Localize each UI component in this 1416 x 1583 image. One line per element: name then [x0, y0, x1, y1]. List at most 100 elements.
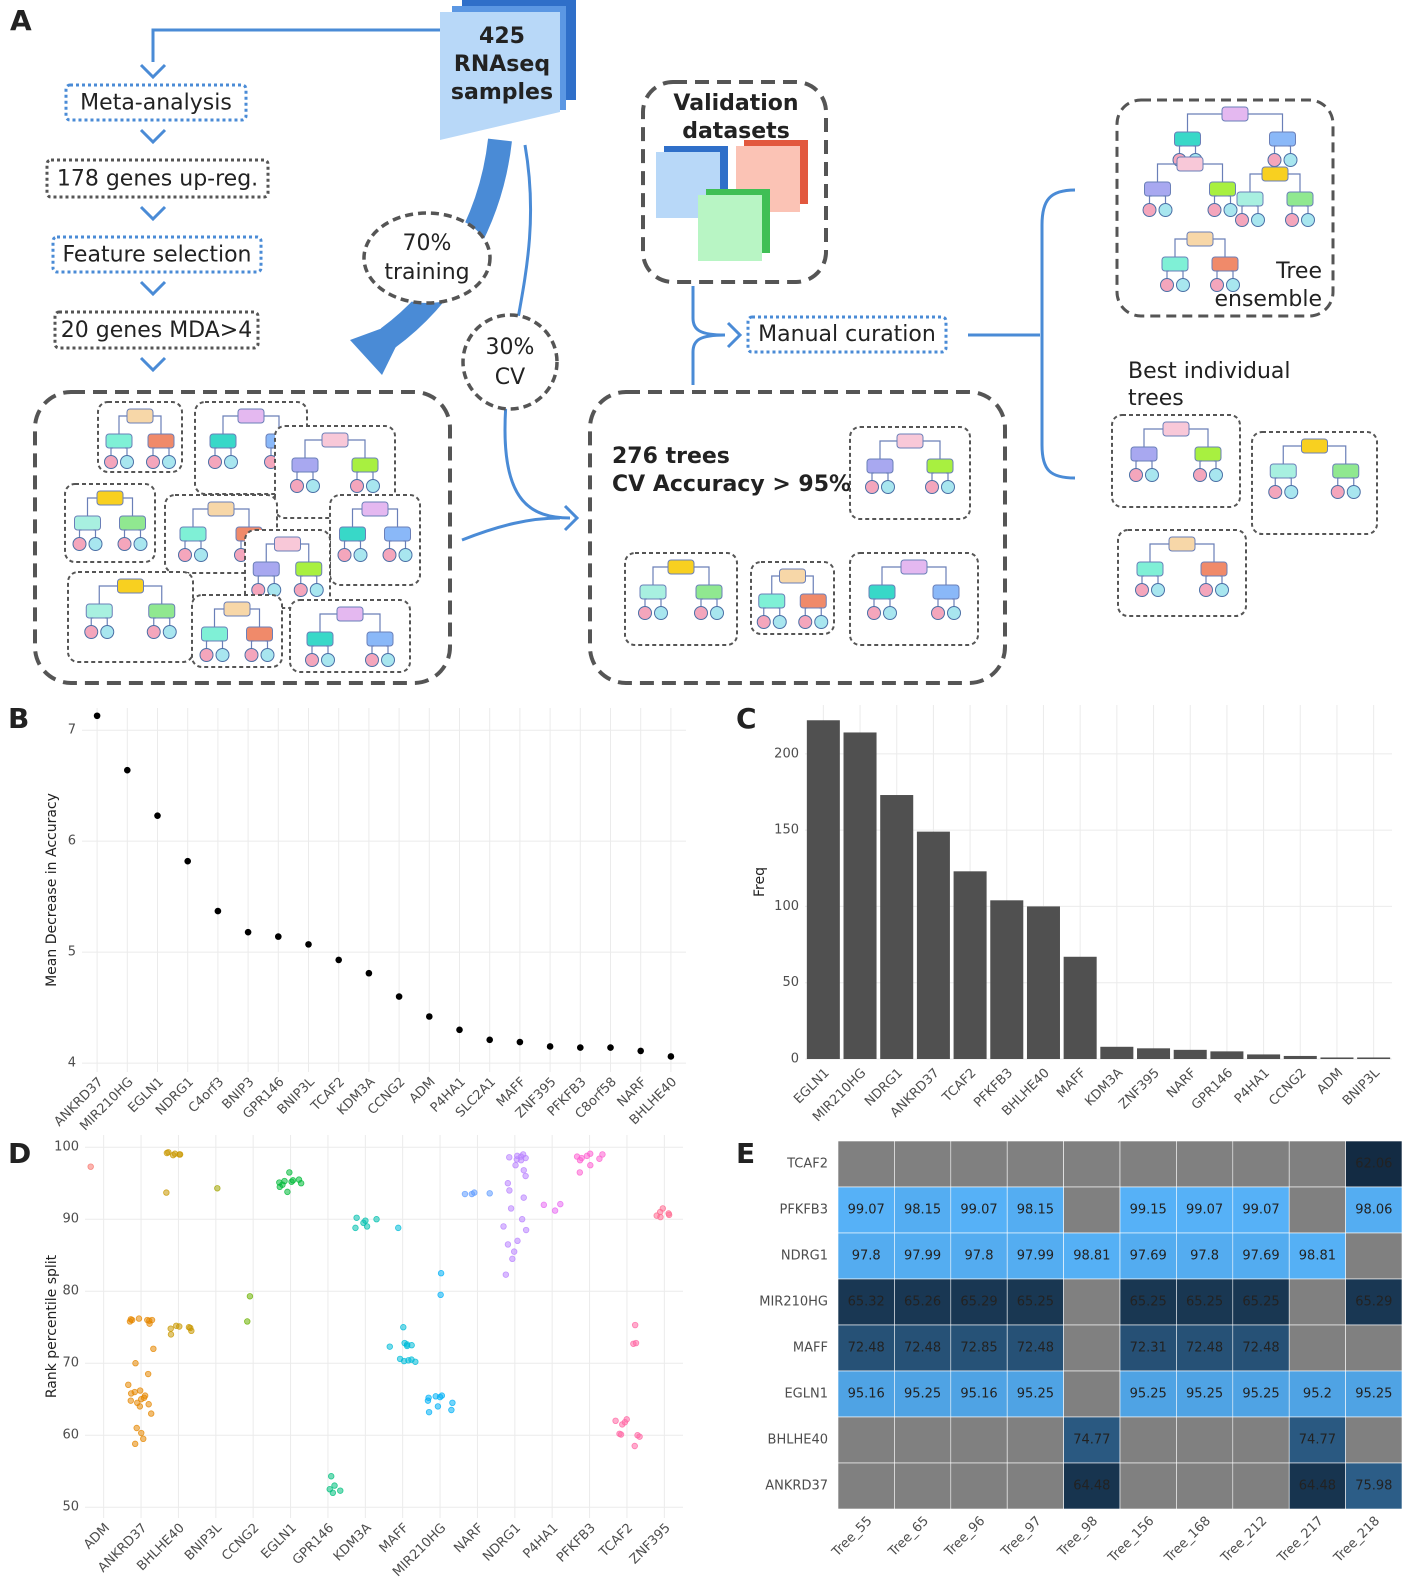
box: [33, 390, 452, 685]
x-tick-label: P4HA1: [1232, 1066, 1273, 1107]
tree-leaf: [1193, 468, 1207, 482]
tree-leaf: [117, 537, 132, 551]
tree-leaf: [694, 606, 708, 620]
chevron: [139, 280, 167, 297]
tree-leaf: [1268, 485, 1283, 499]
tree-leaf: [1235, 213, 1249, 227]
tree-leaf: [1285, 213, 1299, 227]
tree-leaf: [1223, 203, 1238, 217]
x-tick-label: Tree_65: [885, 1514, 932, 1561]
cell-label: 95.25: [904, 1387, 941, 1402]
y-axis-label: Mean Decrease in Accuracy: [44, 793, 60, 987]
tree-edge: [652, 566, 668, 585]
dot: [305, 941, 312, 948]
point: [630, 1340, 637, 1347]
point: [127, 1390, 135, 1397]
cell: [1288, 1462, 1346, 1510]
tree-edge: [771, 575, 780, 594]
empty-cell: [950, 1462, 1008, 1510]
y-tick-label: 50: [62, 1500, 79, 1515]
point: [599, 1151, 606, 1158]
tree-edge: [1156, 163, 1177, 182]
tree-node: [336, 606, 364, 622]
tree-node: [926, 458, 954, 474]
cell: [837, 1186, 895, 1234]
point: [500, 1223, 507, 1230]
point: [520, 1167, 527, 1174]
tree-leaf: [293, 583, 308, 597]
x-tick-label: Tree_97: [998, 1514, 1045, 1561]
box: [641, 80, 828, 284]
cell: [1176, 1278, 1234, 1326]
bar: [1100, 1046, 1134, 1059]
tree-node: [207, 501, 235, 517]
tree-node: [366, 631, 394, 647]
chevron: [139, 128, 167, 145]
x-tick-label: CCNG2: [219, 1521, 262, 1564]
point: [504, 1180, 512, 1187]
cell: [894, 1232, 952, 1280]
bar: [1210, 1051, 1244, 1059]
box: [1115, 98, 1335, 318]
point: [140, 1435, 147, 1443]
cell: [837, 1232, 895, 1280]
cell-label: 74.77: [1299, 1433, 1336, 1448]
cell: [1006, 1324, 1064, 1372]
tree-edge: [319, 613, 337, 632]
cell-label: 99.07: [1242, 1203, 1279, 1218]
point: [576, 1169, 583, 1176]
tree-edge: [388, 508, 399, 527]
tree-leaf: [1135, 583, 1149, 597]
point: [434, 1403, 442, 1410]
cell: [950, 1324, 1008, 1372]
tree-node: [179, 526, 207, 542]
x-tick-label: NARF: [451, 1521, 486, 1556]
chevron: [563, 504, 580, 532]
row-label: EGLN1: [784, 1387, 828, 1402]
bar: [1173, 1049, 1207, 1059]
label: training: [384, 260, 469, 285]
cell: [1006, 1186, 1064, 1234]
empty-cell: [837, 1140, 895, 1188]
point: [617, 1431, 625, 1438]
x-tick-label: Tree_218: [1330, 1514, 1383, 1567]
tree-leaf: [947, 606, 961, 620]
empty-cell: [1176, 1140, 1234, 1188]
cell-label: 97.99: [1017, 1249, 1054, 1264]
point: [167, 1331, 175, 1338]
cell-label: 65.32: [848, 1295, 885, 1310]
tree-leaf: [1210, 278, 1224, 292]
cell-label: 95.16: [960, 1387, 997, 1402]
cell: [1006, 1278, 1064, 1326]
tree-leaf: [133, 537, 148, 551]
tree-edge: [300, 543, 310, 562]
cell: [1232, 1232, 1290, 1280]
cell-label: 95.25: [1355, 1387, 1392, 1402]
tree-node: [147, 433, 175, 449]
point: [176, 1151, 183, 1158]
label: trees: [1128, 386, 1184, 411]
row-label: PFKFB3: [779, 1203, 828, 1218]
cell-label: 95.2: [1303, 1387, 1332, 1402]
tree-leaf: [1251, 213, 1265, 227]
point: [506, 1187, 513, 1194]
label: Manual curation: [758, 322, 936, 347]
point: [331, 1482, 338, 1489]
label: Validation: [673, 91, 798, 116]
tree-node: [119, 515, 146, 531]
dot: [244, 928, 252, 936]
y-tick-label: 4: [68, 1056, 76, 1071]
tree-node: [1236, 191, 1264, 207]
dot: [426, 1013, 433, 1020]
tree-leaf: [208, 455, 222, 469]
tree-leaf: [772, 615, 787, 629]
tree-node: [85, 603, 113, 619]
x-tick-label: BNIP3L: [182, 1520, 226, 1564]
tree-leaf: [146, 455, 160, 469]
cell: [1345, 1462, 1403, 1510]
y-tick-label: 80: [62, 1284, 79, 1299]
chevron: [139, 63, 167, 80]
tree-node: [1161, 256, 1189, 272]
tree-edge: [1189, 428, 1209, 447]
y-tick-label: 7: [68, 723, 76, 738]
